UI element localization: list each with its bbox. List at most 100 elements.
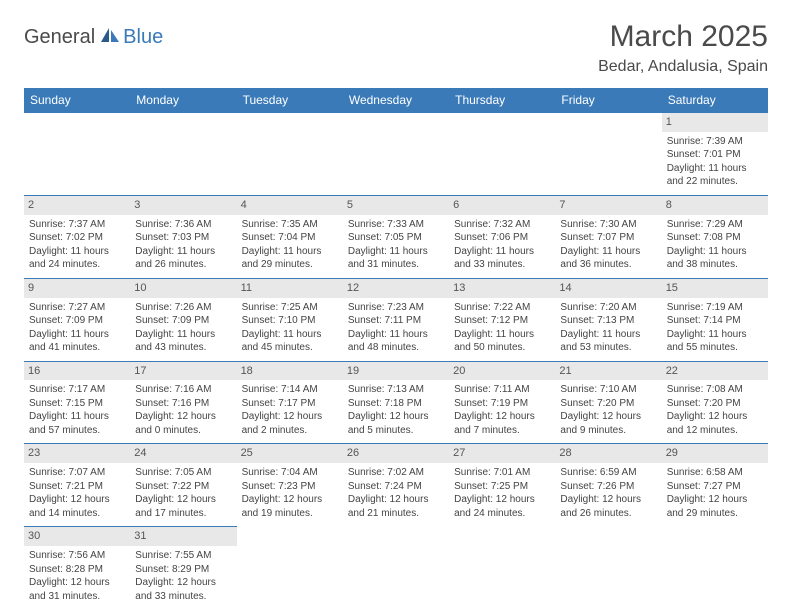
location: Bedar, Andalusia, Spain <box>598 58 768 76</box>
header: General Blue March 2025 Bedar, Andalusia… <box>24 20 768 76</box>
day-number: 4 <box>237 196 343 215</box>
day-number: 31 <box>130 527 236 546</box>
day-cell: 23Sunrise: 7:07 AMSunset: 7:21 PMDayligh… <box>24 444 130 527</box>
daylight-line1: Daylight: 11 hours <box>560 245 656 259</box>
sunset-line: Sunset: 7:02 PM <box>29 231 125 245</box>
day-cell: 18Sunrise: 7:14 AMSunset: 7:17 PMDayligh… <box>237 361 343 444</box>
daylight-line1: Daylight: 11 hours <box>29 410 125 424</box>
daylight-line1: Daylight: 11 hours <box>242 328 338 342</box>
day-cell: 6Sunrise: 7:32 AMSunset: 7:06 PMDaylight… <box>449 195 555 278</box>
day-number: 1 <box>662 113 768 132</box>
sunrise-line: Sunrise: 7:16 AM <box>135 383 231 397</box>
sunrise-line: Sunrise: 7:05 AM <box>135 466 231 480</box>
logo-text-general: General <box>24 26 95 49</box>
daylight-line1: Daylight: 11 hours <box>560 328 656 342</box>
day-number: 26 <box>343 444 449 463</box>
day-cell: 27Sunrise: 7:01 AMSunset: 7:25 PMDayligh… <box>449 444 555 527</box>
daylight-line1: Daylight: 11 hours <box>667 162 763 176</box>
day-header: Thursday <box>449 88 555 113</box>
daylight-line2: and 33 minutes. <box>454 258 550 272</box>
day-number: 15 <box>662 279 768 298</box>
daylight-line2: and 45 minutes. <box>242 341 338 355</box>
daylight-line1: Daylight: 11 hours <box>29 328 125 342</box>
day-cell: 30Sunrise: 7:56 AMSunset: 8:28 PMDayligh… <box>24 527 130 609</box>
daylight-line1: Daylight: 12 hours <box>560 493 656 507</box>
sunrise-line: Sunrise: 7:33 AM <box>348 218 444 232</box>
daylight-line2: and 57 minutes. <box>29 424 125 438</box>
daylight-line1: Daylight: 11 hours <box>348 245 444 259</box>
daylight-line2: and 31 minutes. <box>348 258 444 272</box>
day-number: 12 <box>343 279 449 298</box>
daylight-line2: and 29 minutes. <box>667 507 763 521</box>
sunset-line: Sunset: 7:01 PM <box>667 148 763 162</box>
sunset-line: Sunset: 7:21 PM <box>29 480 125 494</box>
sunrise-line: Sunrise: 7:02 AM <box>348 466 444 480</box>
sail-icon <box>99 26 121 49</box>
daylight-line1: Daylight: 12 hours <box>348 410 444 424</box>
daylight-line2: and 50 minutes. <box>454 341 550 355</box>
daylight-line1: Daylight: 11 hours <box>135 245 231 259</box>
sunrise-line: Sunrise: 7:35 AM <box>242 218 338 232</box>
daylight-line2: and 48 minutes. <box>348 341 444 355</box>
day-cell: 17Sunrise: 7:16 AMSunset: 7:16 PMDayligh… <box>130 361 236 444</box>
daylight-line1: Daylight: 12 hours <box>29 576 125 590</box>
day-cell: 31Sunrise: 7:55 AMSunset: 8:29 PMDayligh… <box>130 527 236 609</box>
day-cell: 8Sunrise: 7:29 AMSunset: 7:08 PMDaylight… <box>662 195 768 278</box>
day-cell: 3Sunrise: 7:36 AMSunset: 7:03 PMDaylight… <box>130 195 236 278</box>
sunrise-line: Sunrise: 7:22 AM <box>454 301 550 315</box>
sunrise-line: Sunrise: 7:37 AM <box>29 218 125 232</box>
day-number: 2 <box>24 196 130 215</box>
day-cell: 28Sunrise: 6:59 AMSunset: 7:26 PMDayligh… <box>555 444 661 527</box>
day-number: 29 <box>662 444 768 463</box>
empty-cell <box>24 113 130 196</box>
daylight-line2: and 43 minutes. <box>135 341 231 355</box>
day-number: 21 <box>555 362 661 381</box>
sunrise-line: Sunrise: 7:10 AM <box>560 383 656 397</box>
daylight-line2: and 29 minutes. <box>242 258 338 272</box>
daylight-line1: Daylight: 12 hours <box>242 410 338 424</box>
daylight-line1: Daylight: 12 hours <box>454 410 550 424</box>
day-cell: 1Sunrise: 7:39 AMSunset: 7:01 PMDaylight… <box>662 113 768 196</box>
daylight-line2: and 22 minutes. <box>667 175 763 189</box>
sunset-line: Sunset: 7:18 PM <box>348 397 444 411</box>
sunrise-line: Sunrise: 7:56 AM <box>29 549 125 563</box>
sunrise-line: Sunrise: 7:14 AM <box>242 383 338 397</box>
daylight-line1: Daylight: 12 hours <box>667 410 763 424</box>
daylight-line2: and 21 minutes. <box>348 507 444 521</box>
day-number: 24 <box>130 444 236 463</box>
sunset-line: Sunset: 7:04 PM <box>242 231 338 245</box>
daylight-line1: Daylight: 11 hours <box>29 245 125 259</box>
day-number: 17 <box>130 362 236 381</box>
day-header: Saturday <box>662 88 768 113</box>
daylight-line2: and 24 minutes. <box>29 258 125 272</box>
sunrise-line: Sunrise: 7:11 AM <box>454 383 550 397</box>
day-header: Sunday <box>24 88 130 113</box>
day-number: 23 <box>24 444 130 463</box>
day-cell: 4Sunrise: 7:35 AMSunset: 7:04 PMDaylight… <box>237 195 343 278</box>
day-cell: 21Sunrise: 7:10 AMSunset: 7:20 PMDayligh… <box>555 361 661 444</box>
daylight-line2: and 5 minutes. <box>348 424 444 438</box>
sunrise-line: Sunrise: 7:55 AM <box>135 549 231 563</box>
daylight-line1: Daylight: 12 hours <box>454 493 550 507</box>
sunrise-line: Sunrise: 7:36 AM <box>135 218 231 232</box>
sunset-line: Sunset: 8:29 PM <box>135 563 231 577</box>
day-number: 11 <box>237 279 343 298</box>
sunrise-line: Sunrise: 7:32 AM <box>454 218 550 232</box>
daylight-line2: and 0 minutes. <box>135 424 231 438</box>
day-number: 14 <box>555 279 661 298</box>
sunset-line: Sunset: 7:10 PM <box>242 314 338 328</box>
daylight-line2: and 53 minutes. <box>560 341 656 355</box>
daylight-line1: Daylight: 11 hours <box>454 328 550 342</box>
sunrise-line: Sunrise: 7:27 AM <box>29 301 125 315</box>
sunrise-line: Sunrise: 7:20 AM <box>560 301 656 315</box>
day-cell: 11Sunrise: 7:25 AMSunset: 7:10 PMDayligh… <box>237 278 343 361</box>
day-cell: 26Sunrise: 7:02 AMSunset: 7:24 PMDayligh… <box>343 444 449 527</box>
sunrise-line: Sunrise: 7:19 AM <box>667 301 763 315</box>
sunset-line: Sunset: 7:19 PM <box>454 397 550 411</box>
day-number: 30 <box>24 527 130 546</box>
sunset-line: Sunset: 7:23 PM <box>242 480 338 494</box>
daylight-line1: Daylight: 12 hours <box>667 493 763 507</box>
sunset-line: Sunset: 7:09 PM <box>135 314 231 328</box>
daylight-line2: and 31 minutes. <box>29 590 125 604</box>
day-number: 8 <box>662 196 768 215</box>
